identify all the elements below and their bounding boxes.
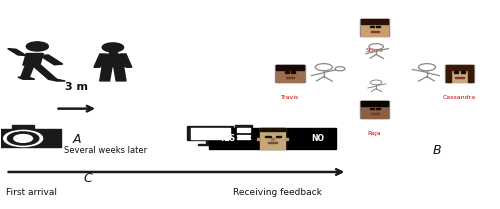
Bar: [268, 142, 278, 143]
Polygon shape: [40, 55, 63, 65]
Text: Cassandra: Cassandra: [443, 95, 476, 100]
Polygon shape: [18, 77, 35, 79]
Bar: [238, 128, 250, 132]
Bar: [376, 108, 380, 109]
Bar: [238, 135, 250, 136]
Bar: [286, 76, 294, 78]
Text: B: B: [432, 144, 442, 157]
Bar: [370, 26, 374, 27]
Bar: [258, 138, 260, 140]
Bar: [292, 71, 295, 73]
Polygon shape: [20, 65, 34, 78]
Polygon shape: [32, 65, 57, 79]
Text: Several weeks later: Several weeks later: [64, 146, 147, 155]
Bar: [361, 101, 388, 106]
Circle shape: [316, 64, 332, 71]
Bar: [271, 138, 274, 140]
Text: Travis: Travis: [281, 95, 299, 100]
Polygon shape: [94, 54, 106, 67]
Polygon shape: [109, 52, 117, 54]
Circle shape: [4, 130, 42, 147]
Bar: [0, 129, 60, 147]
Text: First arrival: First arrival: [6, 188, 57, 197]
Polygon shape: [100, 54, 126, 66]
Bar: [446, 70, 450, 82]
Polygon shape: [8, 48, 26, 56]
Bar: [284, 138, 288, 140]
Bar: [361, 101, 388, 118]
Circle shape: [335, 67, 345, 71]
Bar: [376, 26, 380, 27]
Circle shape: [102, 43, 124, 52]
Bar: [370, 113, 379, 114]
Bar: [276, 65, 303, 82]
Bar: [260, 128, 285, 149]
Bar: [468, 70, 473, 82]
Bar: [266, 136, 271, 137]
Bar: [260, 128, 285, 131]
Bar: [456, 76, 464, 78]
Bar: [276, 136, 281, 137]
Bar: [276, 65, 303, 70]
Bar: [446, 65, 473, 70]
Bar: [360, 19, 390, 36]
Text: Receiving feedback: Receiving feedback: [232, 188, 322, 197]
Bar: [361, 19, 388, 24]
Text: Raja: Raja: [368, 131, 382, 136]
Circle shape: [370, 80, 382, 85]
Polygon shape: [23, 54, 44, 65]
Polygon shape: [114, 66, 126, 81]
Bar: [12, 125, 34, 129]
Bar: [190, 128, 230, 139]
Bar: [238, 138, 250, 139]
Text: Steve: Steve: [366, 48, 384, 54]
Bar: [370, 31, 379, 32]
Bar: [360, 101, 390, 119]
Text: C: C: [84, 172, 92, 185]
Text: 3 m: 3 m: [66, 82, 88, 92]
Bar: [361, 19, 388, 36]
Bar: [209, 128, 336, 149]
Bar: [275, 65, 304, 82]
Bar: [206, 140, 214, 144]
Bar: [444, 65, 474, 82]
Bar: [454, 71, 458, 73]
Text: YES: YES: [219, 134, 235, 143]
Bar: [461, 71, 464, 73]
Bar: [238, 136, 250, 137]
Bar: [198, 144, 222, 145]
Bar: [285, 71, 289, 73]
Bar: [370, 108, 374, 109]
Text: A: A: [72, 133, 81, 146]
Circle shape: [8, 132, 39, 145]
Bar: [187, 126, 234, 140]
Polygon shape: [100, 66, 112, 81]
Bar: [446, 65, 473, 82]
Circle shape: [369, 44, 384, 50]
Bar: [236, 125, 252, 145]
Circle shape: [418, 64, 436, 71]
Text: NO: NO: [312, 134, 324, 143]
Polygon shape: [120, 54, 132, 67]
Polygon shape: [48, 79, 66, 81]
Circle shape: [26, 42, 48, 51]
Circle shape: [14, 135, 32, 142]
